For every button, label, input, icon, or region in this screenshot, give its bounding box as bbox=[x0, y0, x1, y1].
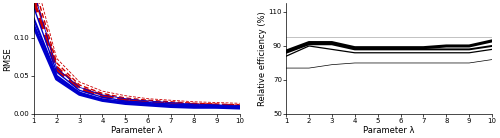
X-axis label: Parameter λ: Parameter λ bbox=[111, 126, 162, 135]
Y-axis label: Relative efficiency (%): Relative efficiency (%) bbox=[258, 11, 267, 106]
X-axis label: Parameter λ: Parameter λ bbox=[364, 126, 415, 135]
Y-axis label: RMSE: RMSE bbox=[4, 47, 13, 71]
